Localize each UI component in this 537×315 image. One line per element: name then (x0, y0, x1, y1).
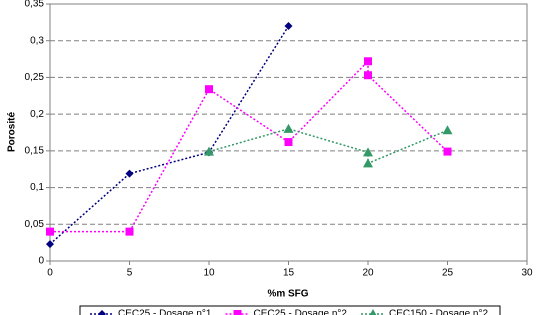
y-tick-label: 0,3 (30, 35, 44, 46)
marker (46, 240, 54, 249)
marker (284, 138, 293, 147)
marker (364, 71, 372, 80)
legend-label: CEC25 - Dosage n°2 (254, 309, 348, 315)
marker (363, 158, 373, 168)
marker (283, 123, 294, 133)
marker (233, 310, 242, 315)
legend-label: CEC150 - Dosage n°2 (389, 309, 488, 315)
marker (98, 310, 106, 315)
x-axis-label: %m SFG (267, 289, 308, 300)
legend-label: CEC25 - Dosage n°1 (118, 309, 212, 315)
y-tick-label: 0,1 (30, 182, 44, 193)
marker (284, 22, 293, 31)
marker (204, 146, 214, 156)
y-tick-label: 0,25 (25, 72, 45, 83)
marker (443, 147, 452, 156)
marker (364, 57, 372, 66)
y-tick-label: 0,35 (25, 0, 45, 10)
y-axis-label: Porosité (7, 112, 18, 152)
x-tick-label: 10 (203, 268, 215, 279)
marker (125, 169, 134, 178)
marker (363, 147, 373, 157)
y-tick-label: 0,05 (25, 219, 45, 230)
x-tick-label: 5 (127, 268, 133, 279)
marker (125, 227, 134, 236)
x-tick-label: 30 (521, 268, 533, 279)
y-tick-label: 0 (38, 256, 44, 267)
marker (442, 125, 453, 135)
marker (369, 309, 377, 315)
x-tick-label: 0 (47, 268, 53, 279)
x-tick-label: 25 (442, 268, 454, 279)
y-tick-label: 0,2 (30, 109, 44, 120)
legend-box (79, 305, 501, 315)
series-line (49, 25, 290, 245)
marker (205, 85, 213, 94)
y-tick-label: 0,15 (25, 145, 45, 156)
x-tick-label: 15 (283, 268, 295, 279)
x-tick-label: 20 (362, 268, 374, 279)
marker (46, 227, 54, 236)
